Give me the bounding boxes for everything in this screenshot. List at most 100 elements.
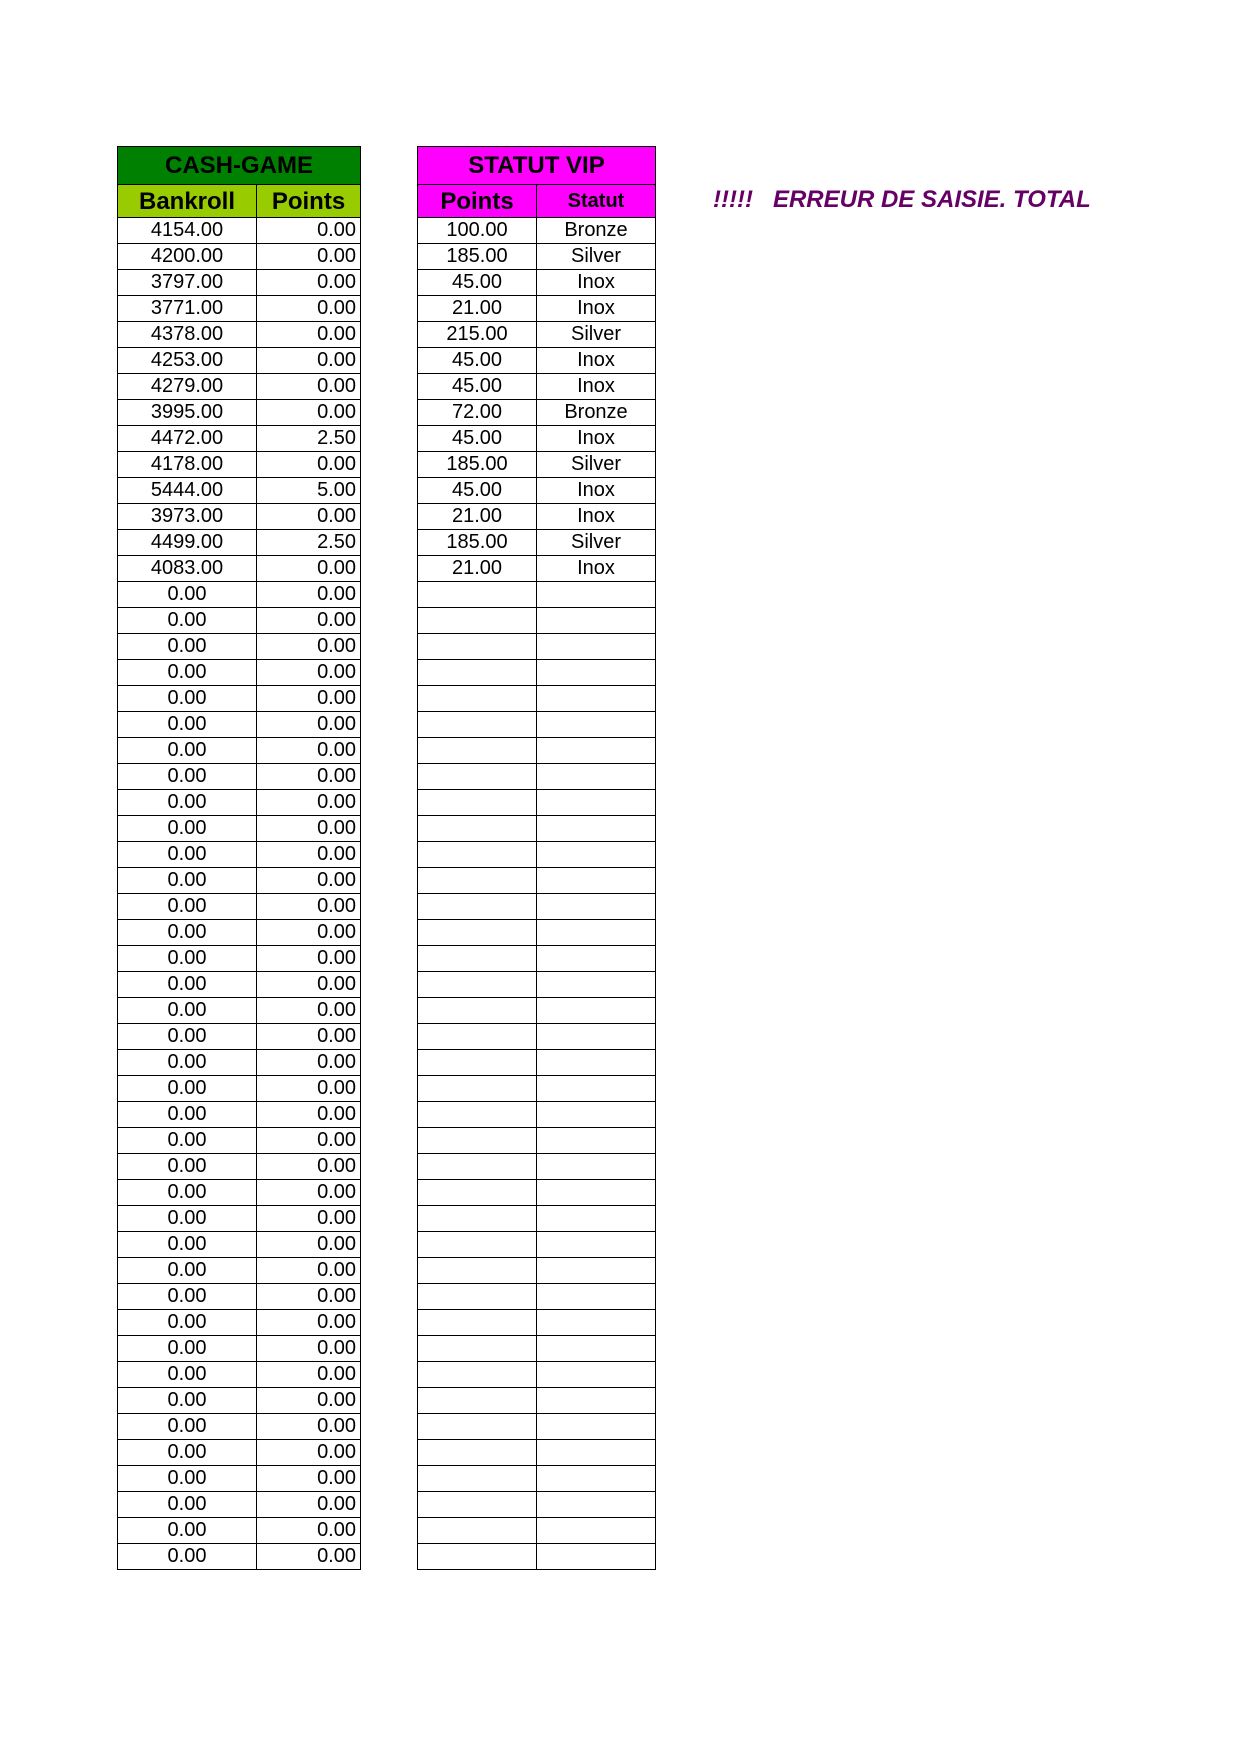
- table-row: [417, 867, 656, 894]
- table-row: 4378.00 0.00: [117, 321, 361, 348]
- table-row: [417, 763, 656, 790]
- vip-points-cell: [417, 763, 537, 790]
- statut-cell: Inox: [536, 269, 656, 296]
- bankroll-cell: 4200.00: [117, 243, 257, 270]
- statut-cell: [536, 1127, 656, 1154]
- statut-cell: [536, 633, 656, 660]
- points-cell: 0.00: [256, 347, 361, 374]
- error-message: !!!!! ERREUR DE SAISIE. TOTAL: [713, 186, 1091, 213]
- table-row: 21.00 Inox: [417, 503, 656, 530]
- points-cell: 0.00: [256, 269, 361, 296]
- vip-points-cell: [417, 607, 537, 634]
- vip-points-cell: 100.00: [417, 217, 537, 244]
- bankroll-cell: 4472.00: [117, 425, 257, 452]
- table-row: [417, 581, 656, 608]
- bankroll-cell: 0.00: [117, 971, 257, 998]
- statut-cell: [536, 1101, 656, 1128]
- table-row: 4279.00 0.00: [117, 373, 361, 400]
- bankroll-cell: 0.00: [117, 711, 257, 738]
- points-cell: 0.00: [256, 841, 361, 868]
- vip-points-cell: 45.00: [417, 425, 537, 452]
- statut-cell: Inox: [536, 555, 656, 582]
- points-cell: 0.00: [256, 1101, 361, 1128]
- vip-points-cell: [417, 1517, 537, 1544]
- statut-cell: [536, 1049, 656, 1076]
- bankroll-cell: 0.00: [117, 763, 257, 790]
- table-row: 215.00 Silver: [417, 321, 656, 348]
- table-row: [417, 711, 656, 738]
- table-row: 185.00 Silver: [417, 529, 656, 556]
- bankroll-cell: 0.00: [117, 997, 257, 1024]
- table-row: [417, 971, 656, 998]
- table-row: 4083.00 0.00: [117, 555, 361, 582]
- table-row: [417, 607, 656, 634]
- table-row: [417, 1361, 656, 1388]
- vip-points-cell: [417, 1491, 537, 1518]
- statut-cell: Bronze: [536, 399, 656, 426]
- bankroll-cell: 4083.00: [117, 555, 257, 582]
- vip-points-cell: 72.00: [417, 399, 537, 426]
- vip-points-cell: [417, 1413, 537, 1440]
- statut-cell: [536, 893, 656, 920]
- table-row: 0.00 0.00: [117, 971, 361, 998]
- statut-cell: [536, 1439, 656, 1466]
- points-cell: 0.00: [256, 1335, 361, 1362]
- table-row: [417, 1517, 656, 1544]
- vip-points-cell: [417, 711, 537, 738]
- bankroll-cell: 0.00: [117, 919, 257, 946]
- table-row: 4472.00 2.50: [117, 425, 361, 452]
- points-cell: 0.00: [256, 1205, 361, 1232]
- table-row: 45.00 Inox: [417, 347, 656, 374]
- bankroll-cell: 0.00: [117, 789, 257, 816]
- vip-points-cell: 21.00: [417, 555, 537, 582]
- points-cell: 0.00: [256, 321, 361, 348]
- statut-cell: [536, 867, 656, 894]
- table-row: 0.00 0.00: [117, 1231, 361, 1258]
- bankroll-cell: 0.00: [117, 867, 257, 894]
- table-row: 0.00 0.00: [117, 1413, 361, 1440]
- table-row: 0.00 0.00: [117, 893, 361, 920]
- statut-cell: [536, 1257, 656, 1284]
- table-row: [417, 1205, 656, 1232]
- statut-cell: Inox: [536, 295, 656, 322]
- statut-cell: [536, 1179, 656, 1206]
- table-row: 0.00 0.00: [117, 1491, 361, 1518]
- table-row: [417, 1465, 656, 1492]
- statut-cell: [536, 1361, 656, 1388]
- table-row: [417, 841, 656, 868]
- points-cell: 0.00: [256, 737, 361, 764]
- table-row: [417, 1491, 656, 1518]
- table-row: [417, 997, 656, 1024]
- vip-points-cell: [417, 1075, 537, 1102]
- points-cell: 0.00: [256, 1517, 361, 1544]
- table-row: 0.00 0.00: [117, 1205, 361, 1232]
- statut-cell: [536, 659, 656, 686]
- vip-points-cell: [417, 1283, 537, 1310]
- vip-points-cell: [417, 893, 537, 920]
- statut-cell: [536, 1309, 656, 1336]
- statut-header: Statut: [536, 184, 656, 218]
- bankroll-cell: 0.00: [117, 1075, 257, 1102]
- table-row: [417, 1387, 656, 1414]
- table-row: 0.00 0.00: [117, 1335, 361, 1362]
- points-cell: 0.00: [256, 1153, 361, 1180]
- table-row: 4253.00 0.00: [117, 347, 361, 374]
- points-cell: 5.00: [256, 477, 361, 504]
- points-cell: 0.00: [256, 659, 361, 686]
- table-row: 0.00 0.00: [117, 997, 361, 1024]
- vip-points-cell: 21.00: [417, 295, 537, 322]
- table-row: 21.00 Inox: [417, 295, 656, 322]
- vip-points-cell: [417, 1465, 537, 1492]
- table-row: [417, 1413, 656, 1440]
- vip-points-cell: 45.00: [417, 373, 537, 400]
- statut-cell: [536, 763, 656, 790]
- table-row: 0.00 0.00: [117, 1075, 361, 1102]
- statut-cell: [536, 815, 656, 842]
- bankroll-cell: 0.00: [117, 1543, 257, 1570]
- points-cell: 0.00: [256, 893, 361, 920]
- table-row: 0.00 0.00: [117, 1127, 361, 1154]
- statut-cell: Silver: [536, 321, 656, 348]
- table-row: 0.00 0.00: [117, 607, 361, 634]
- table-row: [417, 1153, 656, 1180]
- bankroll-cell: 0.00: [117, 945, 257, 972]
